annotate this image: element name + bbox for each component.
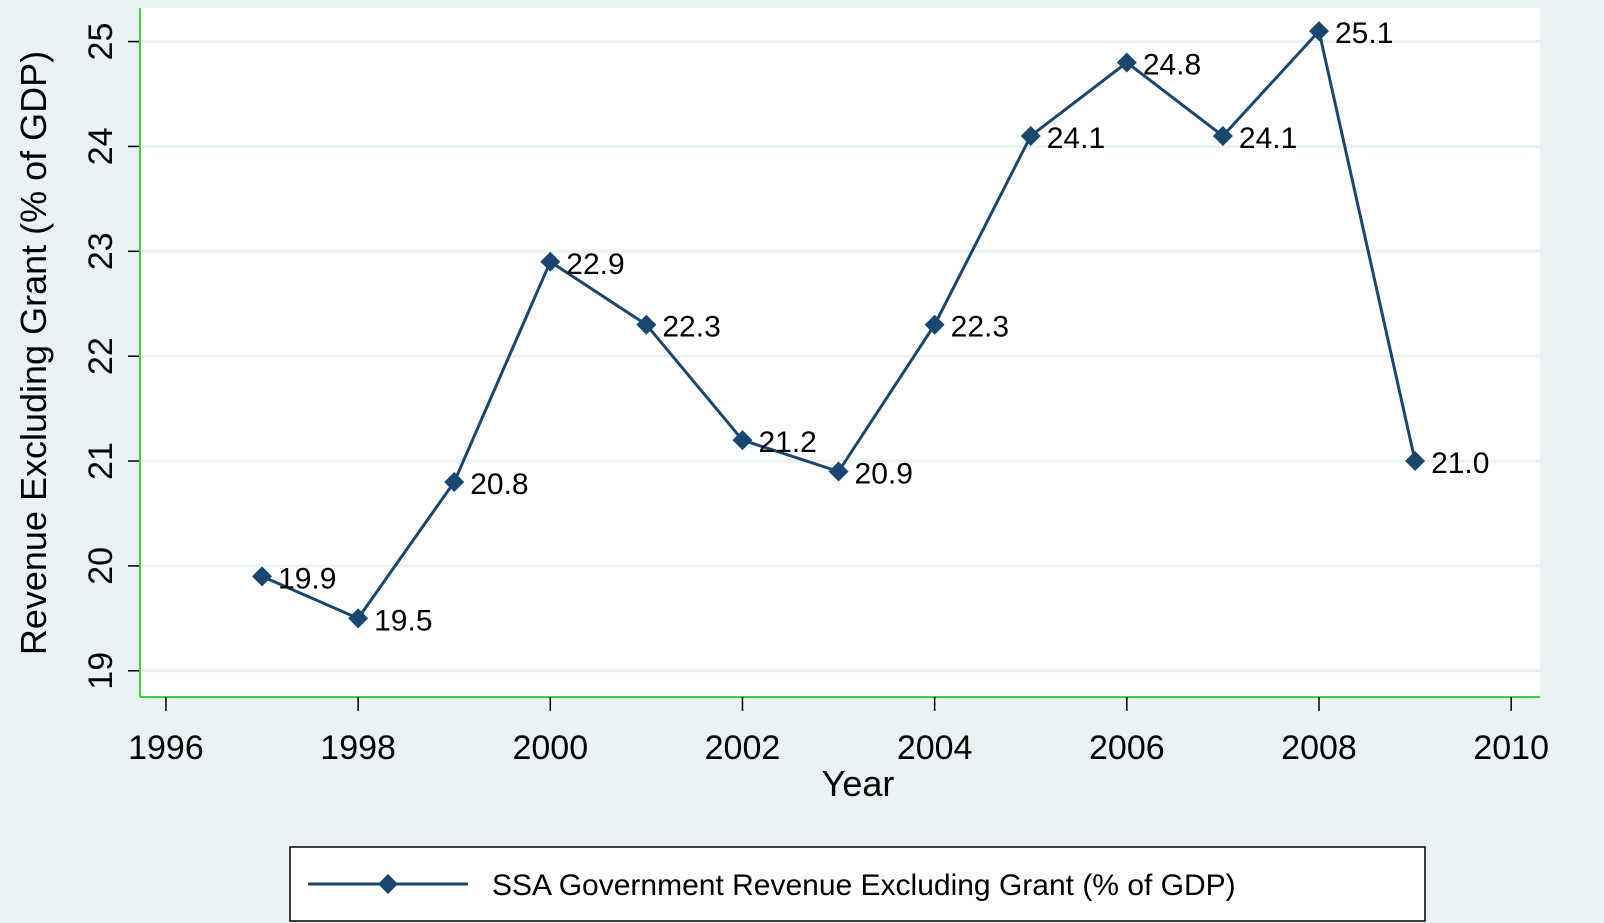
y-tick-label: 22: [82, 337, 120, 375]
marker: [252, 566, 273, 587]
y-tick-label: 25: [82, 23, 120, 61]
y-tick-label: 19: [82, 652, 120, 690]
marker: [348, 608, 369, 629]
marker: [540, 251, 561, 272]
x-tick-label: 2008: [1281, 729, 1357, 767]
data-label: 22.3: [951, 311, 1009, 344]
legend-label: SSA Government Revenue Excluding Grant (…: [492, 869, 1236, 902]
marker: [732, 430, 753, 451]
x-tick-label: 2000: [512, 729, 588, 767]
data-label: 21.0: [1431, 447, 1489, 480]
legend-box: [289, 846, 1426, 922]
plot-area: [140, 8, 1540, 697]
marker: [1116, 52, 1137, 73]
marker: [828, 461, 849, 482]
x-tick-label: 1996: [128, 729, 204, 767]
marker: [1212, 125, 1233, 146]
x-axis-label: Year: [822, 763, 895, 804]
x-tick-label: 2010: [1473, 729, 1549, 767]
data-label: 25.1: [1335, 17, 1393, 50]
y-axis-label: Revenue Excluding Grant (% of GDP): [13, 51, 54, 655]
marker: [1405, 451, 1426, 472]
x-tick-label: 2002: [705, 729, 781, 767]
y-tick-label: 23: [82, 232, 120, 270]
x-tick-label: 2004: [897, 729, 973, 767]
data-label: 24.8: [1143, 49, 1201, 82]
data-label: 20.8: [470, 468, 528, 501]
data-label: 24.1: [1239, 122, 1297, 155]
marker: [1308, 21, 1329, 42]
marker: [1020, 125, 1041, 146]
data-label: 19.5: [374, 604, 432, 637]
marker: [636, 314, 657, 335]
data-label: 22.9: [566, 248, 624, 281]
legend-marker: [378, 874, 398, 894]
x-tick-label: 1998: [320, 729, 396, 767]
data-label: 20.9: [855, 458, 913, 491]
x-tick-label: 2006: [1089, 729, 1165, 767]
data-label: 22.3: [662, 311, 720, 344]
y-tick-label: 20: [82, 547, 120, 585]
marker: [444, 472, 465, 493]
y-tick-label: 24: [82, 128, 120, 166]
marker: [924, 314, 945, 335]
data-label: 24.1: [1047, 122, 1105, 155]
y-tick-label: 21: [82, 442, 120, 480]
data-label: 19.9: [278, 562, 336, 595]
data-label: 21.2: [758, 426, 816, 459]
